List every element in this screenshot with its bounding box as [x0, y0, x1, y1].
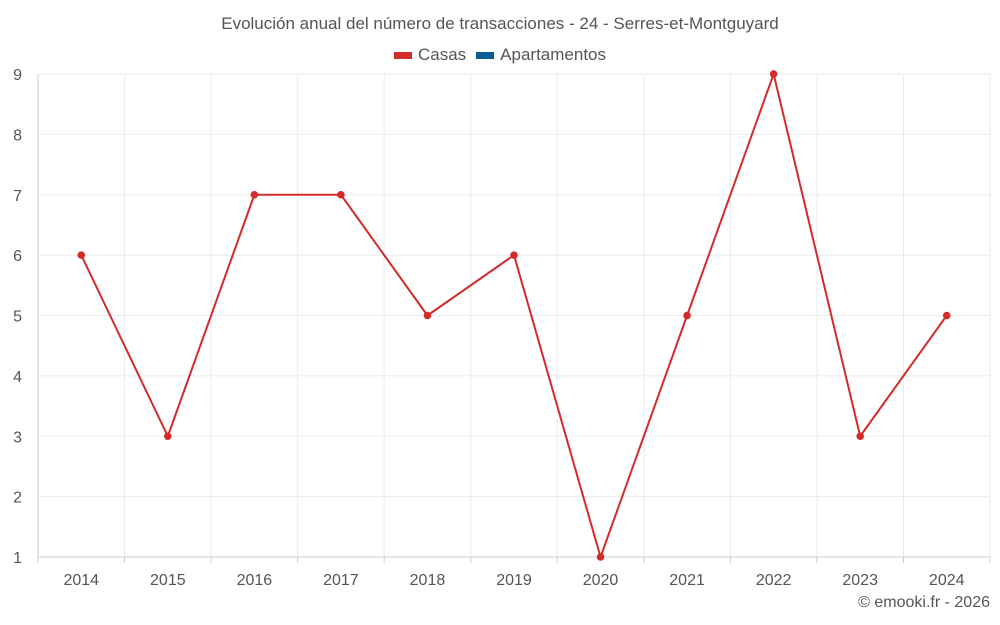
data-point — [250, 190, 259, 199]
chart-title: Evolución anual del número de transaccio… — [221, 14, 779, 33]
credit-text: © emooki.fr - 2026 — [858, 594, 990, 611]
x-tick-label: 2015 — [150, 572, 186, 589]
data-point — [337, 190, 345, 199]
y-tick-label: 1 — [13, 550, 22, 567]
x-tick-label: 2018 — [410, 572, 446, 589]
x-tick-label: 2017 — [323, 572, 359, 589]
data-point — [856, 432, 864, 441]
y-tick-label: 3 — [13, 429, 22, 446]
legend-item-apartamentos[interactable]: Apartamentos — [476, 45, 606, 65]
legend-item-casas[interactable]: Casas — [393, 45, 467, 65]
y-tick-label: 4 — [13, 369, 22, 386]
data-point — [510, 251, 518, 259]
data-point — [423, 311, 432, 320]
legend-swatch-apartamentos — [476, 51, 495, 59]
x-tick-label: 2023 — [842, 572, 878, 589]
legend-swatch-casas — [393, 51, 412, 59]
x-tick-label: 2020 — [583, 572, 619, 589]
y-tick-label: 8 — [13, 127, 22, 144]
x-tick-label: 2019 — [496, 572, 532, 589]
data-point — [77, 251, 86, 259]
y-tick-label: 2 — [13, 490, 22, 507]
data-point — [164, 432, 172, 441]
y-tick-label: 9 — [13, 67, 22, 84]
x-tick-label: 2014 — [63, 572, 99, 589]
x-tick-label: 2021 — [669, 572, 705, 589]
y-tick-label: 7 — [13, 188, 22, 205]
data-point — [596, 553, 605, 561]
data-point — [942, 311, 951, 320]
data-point — [769, 70, 778, 78]
x-tick-label: 2024 — [929, 572, 965, 589]
legend: Casas Apartamentos — [0, 45, 1000, 65]
data-point — [683, 311, 691, 320]
y-tick-label: 6 — [13, 248, 22, 265]
legend-label-casas: Casas — [417, 45, 467, 64]
y-tick-label: 5 — [13, 309, 22, 326]
legend-label-apartamentos: Apartamentos — [500, 45, 607, 64]
x-tick-label: 2016 — [237, 572, 273, 589]
x-tick-label: 2022 — [756, 572, 792, 589]
